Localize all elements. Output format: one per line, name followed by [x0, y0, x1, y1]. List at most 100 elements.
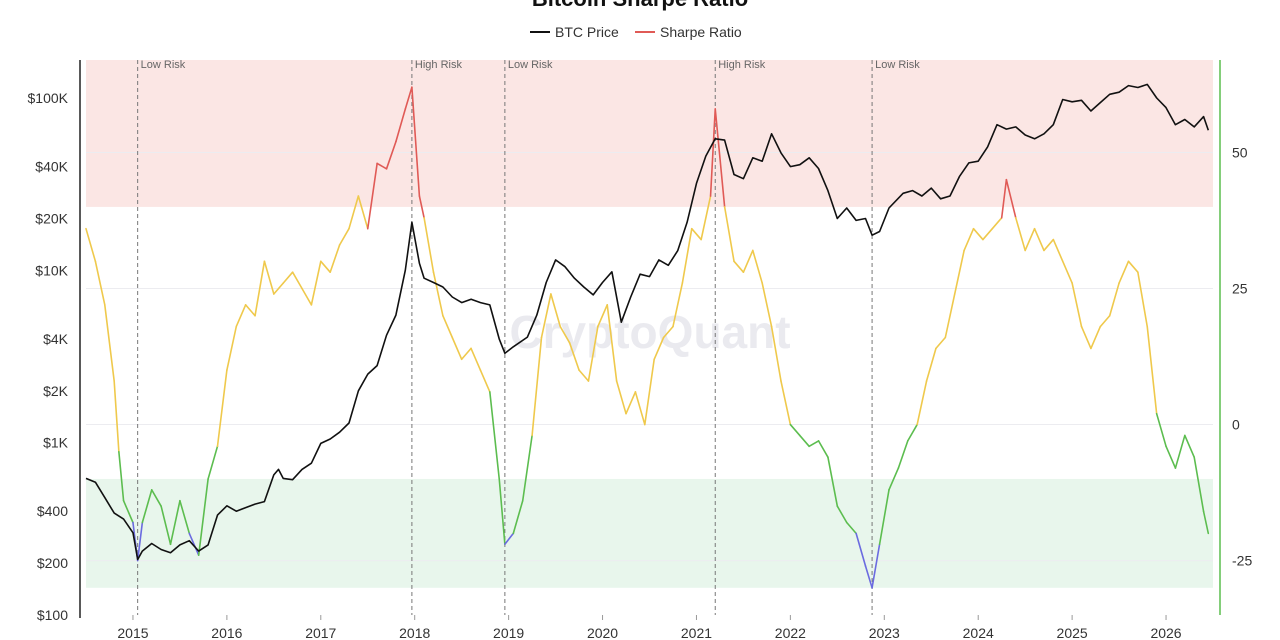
sharpe-ratio-segment: [385, 140, 397, 170]
right-axis-tick-label: 50: [1232, 145, 1248, 161]
legend-sharpe-ratio-label: Sharpe Ratio: [660, 24, 742, 40]
sharpe-ratio-segment: [348, 195, 360, 230]
sharpe-ratio-segment: [263, 260, 275, 295]
legend-btc-price-label: BTC Price: [555, 24, 619, 40]
left-axis-ticks: $100 $200 $400 $1K $2K $4K $10K $20K $40K $100K: [28, 90, 69, 623]
sharpe-ratio-segment: [122, 499, 134, 524]
sharpe-ratio-segment: [94, 260, 106, 306]
sharpe-ratio-segment: [216, 369, 228, 448]
sharpe-ratio-segment: [1099, 314, 1111, 328]
sharpe-ratio-segment: [395, 108, 407, 143]
sharpe-ratio-segment: [1052, 238, 1064, 263]
sharpe-ratio-segment: [150, 489, 162, 507]
sharpe-ratio-segment: [963, 227, 975, 252]
sharpe-ratio-segment: [1202, 510, 1210, 535]
left-axis-tick-label: $100K: [28, 90, 69, 106]
left-axis-tick-label: $40K: [35, 159, 68, 175]
left-axis-tick-label: $400: [37, 503, 68, 519]
sharpe-ratio-segment: [423, 216, 435, 274]
sharpe-ratio-segment: [207, 445, 219, 480]
sharpe-ratio-segment: [770, 325, 782, 382]
sharpe-ratio-segment: [1155, 412, 1167, 448]
event-marker-label: Low Risk: [508, 59, 553, 71]
sharpe-ratio-segment: [789, 423, 801, 437]
event-marker-label: Low Risk: [141, 59, 186, 71]
sharpe-ratio-segment: [470, 347, 482, 371]
sharpe-ratio-segment: [625, 391, 637, 415]
right-axis-tick-label: 0: [1232, 417, 1240, 433]
sharpe-ratio-segment: [953, 249, 965, 295]
sharpe-ratio-segment: [578, 369, 590, 382]
x-axis-tick-label: 2017: [305, 625, 336, 640]
sharpe-ratio-segment: [1005, 178, 1017, 219]
sharpe-ratio-segment: [733, 260, 745, 274]
risk-zones: [86, 60, 1213, 588]
sharpe-ratio-segment: [498, 478, 506, 546]
sharpe-ratio-segment: [1033, 227, 1045, 252]
sharpe-ratio-segment: [432, 271, 444, 317]
sharpe-ratio-segment: [634, 391, 646, 426]
sharpe-ratio-segment: [780, 380, 792, 426]
sharpe-ratio-segment: [653, 336, 665, 361]
sharpe-ratio-segment: [141, 489, 153, 524]
sharpe-ratio-segment: [906, 423, 918, 442]
left-axis-tick-label: $200: [37, 555, 68, 571]
sharpe-ratio-segment: [897, 440, 909, 469]
sharpe-ratio-segment: [606, 304, 618, 382]
sharpe-ratio-segment: [291, 271, 303, 290]
sharpe-ratio-segment: [662, 325, 674, 339]
sharpe-ratio-segment: [827, 456, 839, 507]
legend[interactable]: BTC Price Sharpe Ratio: [530, 24, 742, 40]
sharpe-ratio-series: [85, 86, 1210, 589]
sharpe-ratio-segment: [118, 450, 125, 502]
sharpe-ratio-segment: [411, 86, 421, 197]
x-axis-tick-label: 2024: [963, 625, 994, 640]
left-axis-tick-label: $1K: [43, 435, 69, 451]
sharpe-ratio-segment: [273, 282, 285, 295]
x-axis-tick-label: 2021: [681, 625, 712, 640]
sharpe-ratio-segment: [690, 227, 702, 241]
x-axis-tick-label: 2015: [117, 625, 148, 640]
sharpe-ratio-segment: [1146, 325, 1158, 415]
sharpe-ratio-segment: [864, 565, 873, 589]
x-axis-tick-label: 2025: [1057, 625, 1088, 640]
sharpe-ratio-segment: [197, 478, 209, 556]
x-axis-tick-label: 2019: [493, 625, 524, 640]
sharpe-ratio-segment: [338, 227, 350, 246]
sharpe-ratio-segment: [1137, 271, 1149, 328]
sharpe-ratio-segment: [282, 271, 294, 284]
sharpe-ratio-segment: [376, 162, 388, 170]
sharpe-ratio-segment: [479, 369, 491, 393]
sharpe-ratio-segment: [442, 314, 454, 339]
sharpe-ratio-segment: [531, 336, 543, 437]
sharpe-ratio-segment: [855, 532, 867, 567]
sharpe-ratio-segment: [817, 440, 829, 459]
left-axis-tick-label: $4K: [43, 331, 69, 347]
event-marker-label: High Risk: [415, 59, 463, 71]
sharpe-ratio-segment: [169, 499, 181, 546]
sharpe-ratio-segment: [644, 358, 655, 426]
sharpe-ratio-segment: [301, 287, 313, 306]
sharpe-ratio-segment: [357, 195, 369, 230]
x-axis-tick-label: 2022: [775, 625, 806, 640]
sharpe-ratio-segment: [871, 543, 881, 589]
sharpe-ratio-segment: [136, 521, 144, 562]
sharpe-ratio-segment: [179, 499, 191, 535]
sharpe-ratio-segment: [489, 391, 501, 480]
sharpe-ratio-segment: [1174, 434, 1186, 469]
sharpe-ratio-segment: [723, 206, 735, 263]
sharpe-ratio-segment: [1071, 282, 1083, 328]
sharpe-ratio-segment: [714, 108, 726, 208]
chart-title: Bitcoin Sharpe Ratio: [532, 0, 748, 11]
sharpe-ratio-segment: [550, 293, 562, 328]
sharpe-ratio-segment: [878, 489, 890, 546]
sharpe-ratio-segment: [366, 162, 378, 230]
sharpe-ratio-segment: [752, 249, 764, 284]
low-risk-zone: [86, 478, 1213, 588]
sharpe-ratio-segment: [310, 260, 322, 306]
x-axis-tick-label: 2016: [211, 625, 242, 640]
sharpe-ratio-segment: [587, 325, 599, 382]
sharpe-ratio-segment: [540, 293, 552, 339]
event-marker-label: Low Risk: [875, 59, 920, 71]
